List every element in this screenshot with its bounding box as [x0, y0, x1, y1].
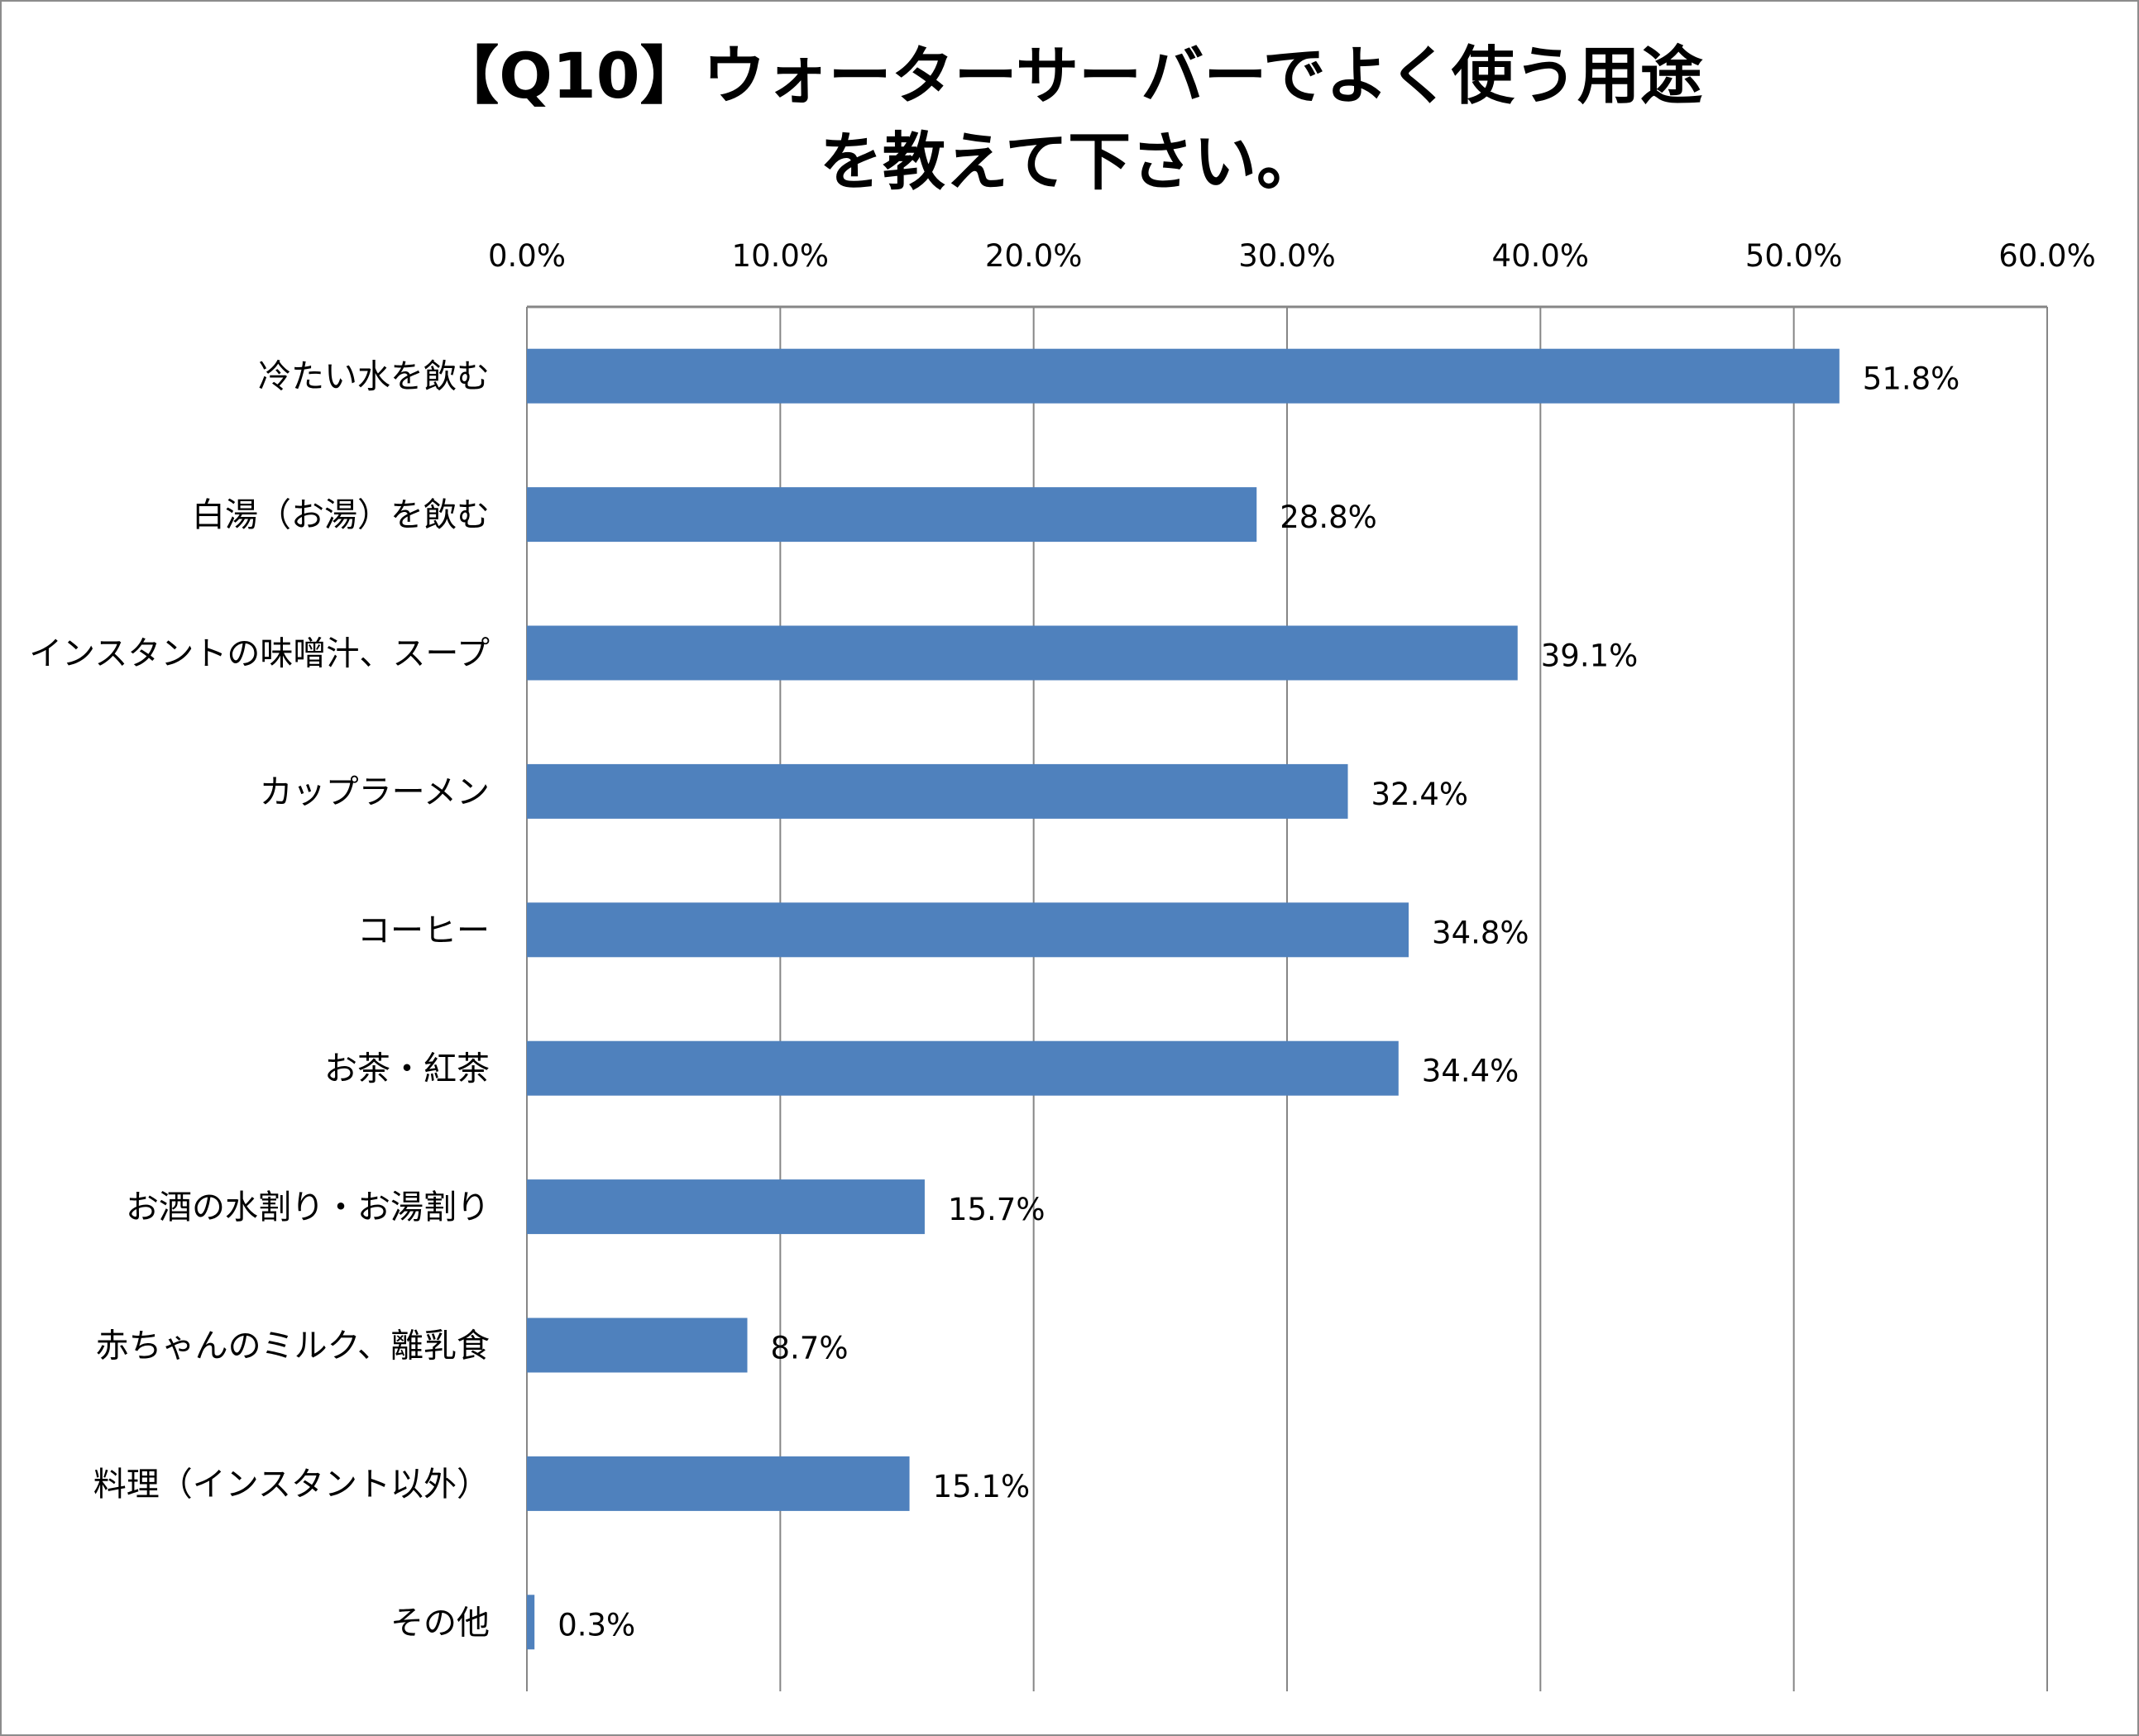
x-tick-label: 40.0%: [1492, 238, 1590, 274]
bar: [527, 1040, 1399, 1096]
data-label: 15.1%: [933, 1469, 1031, 1504]
data-label: 51.8%: [1863, 361, 1960, 397]
category-label: お酒の水割り・お湯割り: [126, 1188, 490, 1227]
category-label: 料理（インスタント以外）: [93, 1466, 490, 1504]
data-label: 15.7%: [948, 1192, 1046, 1227]
category-label: インスタントの味噌汁、スープ: [29, 635, 490, 673]
chart-title-line-2: を教えて下さい。: [819, 125, 1320, 198]
category-label: 赤ちゃんのミルク、離乳食: [96, 1327, 490, 1365]
x-tick-label: 30.0%: [1238, 238, 1336, 274]
category-label: カップラーメン: [260, 773, 490, 811]
data-label: 32.4%: [1371, 777, 1469, 812]
x-tick-label: 10.0%: [732, 238, 830, 274]
data-label: 8.7%: [771, 1331, 849, 1366]
x-tick-label: 0.0%: [488, 238, 566, 274]
data-label: 0.3%: [557, 1607, 635, 1643]
bar: [527, 625, 1518, 681]
bar: [527, 763, 1348, 819]
category-label: お茶・紅茶: [324, 1050, 490, 1088]
bar: [527, 1595, 535, 1650]
data-label: 28.8%: [1280, 500, 1377, 535]
bar: [527, 1179, 925, 1235]
x-tick-label: 60.0%: [1998, 238, 2096, 274]
bar: [527, 487, 1257, 543]
x-tick-label: 20.0%: [985, 238, 1083, 274]
chart-title: 【Q10】ウォーターサーバーでよく使う用途 を教えて下さい。: [0, 33, 2139, 205]
data-label: 39.1%: [1541, 638, 1639, 674]
data-label: 34.4%: [1422, 1054, 1519, 1089]
bar: [527, 902, 1409, 958]
bar: [527, 1318, 748, 1373]
category-label: その他: [390, 1604, 490, 1642]
x-tick-label: 50.0%: [1745, 238, 1843, 274]
data-label: 34.8%: [1432, 915, 1529, 950]
category-label: 冷たい水を飲む: [258, 358, 490, 396]
bar: [527, 1456, 910, 1511]
category-label: コーヒー: [357, 911, 490, 949]
chart-title-line-1: 【Q10】ウォーターサーバーでよく使う用途: [436, 39, 1703, 112]
category-label: 白湯（お湯）を飲む: [192, 496, 490, 534]
bar: [527, 348, 1840, 404]
